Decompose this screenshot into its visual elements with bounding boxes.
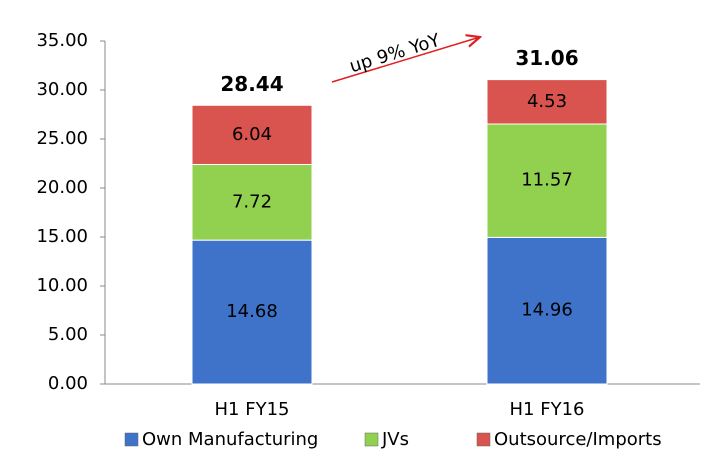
y-tick-label: 10.00	[36, 275, 88, 296]
bar-segment	[191, 239, 313, 385]
annotation-arrow	[331, 37, 480, 83]
bar-segment	[486, 79, 608, 125]
data-label: 4.53	[527, 91, 567, 112]
bar-segment	[486, 123, 608, 238]
data-label: 14.96	[521, 300, 573, 321]
data-label: 6.04	[232, 124, 272, 145]
legend-swatch	[364, 432, 379, 447]
total: 31.06	[515, 46, 578, 70]
y-tick-label: 35.00	[36, 30, 88, 51]
data-label: 11.57	[521, 170, 573, 191]
annotation: up 9% YoY	[347, 30, 443, 78]
y-tick-label: 20.00	[36, 177, 88, 198]
legend-swatch	[476, 432, 491, 447]
legend-swatch	[124, 432, 139, 447]
legend-label: JVs	[381, 429, 409, 450]
x-tick-label: H1 FY15	[215, 399, 290, 420]
data-label: 14.68	[226, 301, 278, 322]
y-tick-label: 5.00	[48, 324, 88, 345]
total: 28.44	[220, 72, 283, 96]
bar-segment	[191, 104, 313, 165]
bar-segment	[486, 236, 608, 385]
bar-segment	[191, 163, 313, 241]
y-tick-label: 15.00	[36, 226, 88, 247]
x-tick-label: H1 FY16	[510, 399, 585, 420]
y-tick-label: 0.00	[48, 373, 88, 394]
y-tick-label: 25.00	[36, 128, 88, 149]
data-label: 7.72	[232, 191, 272, 212]
legend-label: Own Manufacturing	[142, 429, 318, 450]
y-tick-label: 30.00	[36, 79, 88, 100]
legend-label: Outsource/Imports	[494, 429, 662, 450]
